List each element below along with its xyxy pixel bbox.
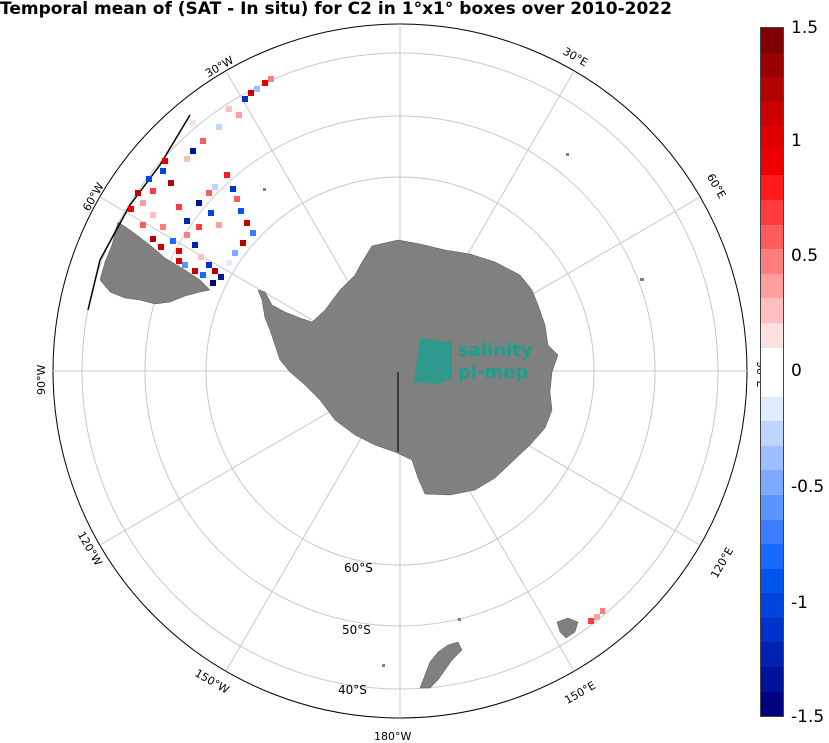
colorbar-band: [761, 568, 783, 594]
colorbar-band: [761, 617, 783, 643]
antarctica-landmass: [257, 239, 559, 496]
colorbar-band: [761, 421, 783, 446]
colorbar-band: [761, 544, 783, 569]
colorbar: [760, 27, 784, 717]
coastline-segment: [87, 114, 191, 311]
colorbar-band: [761, 224, 783, 250]
colorbar-tick-1.5: 1.5: [791, 18, 819, 38]
colorbar-tick-neg0.5: -0.5: [791, 477, 825, 497]
colorbar-band: [761, 519, 783, 545]
colorbar-band: [761, 126, 783, 151]
colorbar-band: [761, 249, 783, 274]
south-america-landmass: [99, 221, 211, 305]
tasmania-landmass: [556, 617, 579, 639]
colorbar-band: [761, 298, 783, 323]
small-islands: [263, 153, 644, 667]
lon-label-120e: 120°E: [708, 545, 736, 581]
salinity-pimep-watermark: salinity pi-mep: [414, 338, 533, 384]
colorbar-tick-neg1: -1: [791, 593, 808, 613]
colorbar-band: [761, 691, 783, 717]
colorbar-tick-1: 1: [791, 131, 802, 151]
colorbar-band: [761, 101, 783, 127]
colorbar-band: [761, 77, 783, 102]
colorbar-band: [761, 396, 783, 422]
watermark-emblem-icon: [414, 338, 452, 384]
colorbar-band: [761, 322, 783, 348]
colorbar-band: [761, 273, 783, 299]
colorbar-band: [761, 494, 783, 520]
colorbar-band: [761, 593, 783, 618]
lat-label-60s: 60°S: [344, 561, 373, 575]
colorbar-band: [761, 150, 783, 176]
watermark-line1: salinity: [458, 340, 533, 361]
colorbar-band: [761, 470, 783, 495]
map-title: Temporal mean of (SAT - In situ) for C2 …: [0, 0, 672, 19]
lat-label-50s: 50°S: [342, 623, 371, 637]
colorbar-tick-0: 0: [791, 361, 802, 381]
lat-label-40s: 40°S: [338, 683, 367, 697]
colorbar-band: [761, 642, 783, 668]
colorbar-band: [761, 667, 783, 692]
latitude-labels: 60°S 50°S 40°S: [338, 561, 373, 697]
colorbar-band: [761, 372, 783, 397]
colorbar-band: [761, 52, 783, 78]
new-zealand-landmass: [419, 641, 463, 689]
colorbar-band: [761, 28, 783, 53]
lon-label-90w: 90°W: [35, 365, 48, 395]
colorbar-tick-0.5: 0.5: [791, 246, 819, 266]
lon-label-150e: 150°E: [562, 679, 598, 707]
colorbar-band: [761, 200, 783, 225]
colorbar-band: [761, 445, 783, 471]
colorbar-tick-neg1.5: -1.5: [791, 707, 825, 727]
lon-label-180w: 180°W: [374, 730, 411, 743]
colorbar-band: [761, 175, 783, 201]
lon-label-60e: 60°E: [704, 171, 729, 200]
watermark-line2: pi-mep: [458, 362, 528, 383]
colorbar-band: [761, 347, 783, 373]
data-cells: [128, 76, 605, 624]
